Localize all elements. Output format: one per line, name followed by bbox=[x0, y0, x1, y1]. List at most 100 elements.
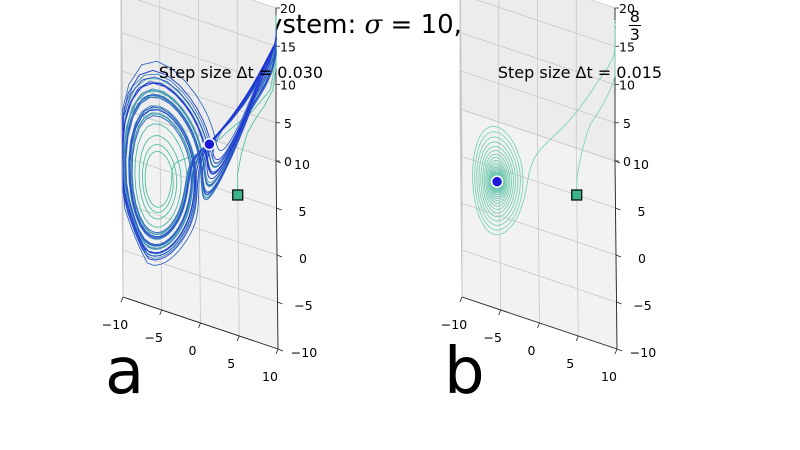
trajectory-segment bbox=[123, 88, 208, 250]
trajectory-segment bbox=[491, 168, 509, 204]
trajectory-segment bbox=[122, 160, 197, 257]
y-tick-label: −5 bbox=[294, 298, 312, 313]
panel-letter: b bbox=[444, 335, 485, 409]
trajectory-segment bbox=[482, 150, 512, 183]
start-point-marker bbox=[571, 189, 583, 201]
x-tick-label: 5 bbox=[227, 356, 235, 371]
trajectory-segment bbox=[128, 106, 195, 239]
trajectory-segment bbox=[134, 123, 182, 228]
trajectory-segment bbox=[486, 160, 504, 201]
beta-denominator: 3 bbox=[629, 25, 640, 44]
end-point-marker bbox=[490, 175, 504, 188]
y-tick-label: −10 bbox=[291, 345, 317, 360]
x-tick-label: 0 bbox=[528, 343, 536, 358]
x-tick-mark bbox=[498, 309, 502, 316]
x-tick-label: −10 bbox=[441, 317, 467, 332]
z-tick-label: 0 bbox=[284, 154, 292, 169]
trajectory-segment bbox=[496, 166, 505, 195]
trajectory-segment bbox=[128, 105, 197, 240]
trajectory-segment bbox=[488, 164, 499, 199]
z-tick-label: 10 bbox=[619, 78, 635, 93]
grid-line bbox=[460, 0, 616, 145]
sigma-value: 10 bbox=[420, 10, 454, 40]
trajectory-segment bbox=[206, 57, 268, 177]
trajectory-segment bbox=[502, 140, 519, 216]
grid-line bbox=[459, 0, 616, 183]
trajectory-segment bbox=[496, 165, 507, 199]
trajectory-segment bbox=[497, 165, 506, 197]
y-tick-mark bbox=[615, 254, 622, 258]
trajectory-segment bbox=[489, 166, 499, 197]
y-tick-mark bbox=[277, 348, 284, 352]
x-tick-label: 5 bbox=[566, 356, 574, 371]
y-tick-label: 10 bbox=[633, 157, 649, 172]
trajectory-segment bbox=[148, 156, 203, 261]
y-tick-mark bbox=[616, 301, 622, 305]
z-tick-label: 10 bbox=[280, 78, 296, 93]
trajectory-segment bbox=[478, 143, 509, 222]
trajectory-segment bbox=[482, 145, 514, 192]
trajectory-segment bbox=[482, 180, 514, 214]
trajectory-segment bbox=[488, 174, 511, 207]
x-tick-mark bbox=[575, 335, 579, 342]
start-point-marker bbox=[232, 189, 244, 201]
grid-line bbox=[459, 0, 616, 162]
trajectory-segment bbox=[487, 162, 502, 201]
trajectory-segment bbox=[494, 170, 503, 191]
x-tick-mark bbox=[236, 335, 240, 342]
trajectory-segment bbox=[144, 150, 174, 208]
trajectory-segment bbox=[129, 135, 217, 238]
x-tick-mark bbox=[614, 348, 618, 355]
x-tick-label: −10 bbox=[102, 317, 128, 332]
trajectory-segment bbox=[131, 115, 190, 234]
trajectory-segment bbox=[122, 82, 231, 202]
trajectory-segment bbox=[472, 125, 524, 186]
trajectory-segment bbox=[474, 131, 518, 221]
y-tick-label: 5 bbox=[299, 204, 307, 219]
beta-numerator: 8 bbox=[628, 7, 641, 26]
x-tick-mark bbox=[198, 322, 201, 329]
sigma-symbol: σ bbox=[364, 10, 383, 40]
grid-line bbox=[121, 0, 277, 145]
trajectory-segment bbox=[485, 157, 507, 200]
grid-line bbox=[120, 0, 277, 162]
trajectory-segment bbox=[483, 153, 510, 194]
y-tick-label: −10 bbox=[630, 345, 656, 360]
trajectory-segment bbox=[483, 184, 524, 231]
x-tick-mark bbox=[275, 348, 279, 355]
z-tick-label: 5 bbox=[623, 116, 631, 131]
x-tick-label: 10 bbox=[601, 369, 617, 384]
x-tick-label: −5 bbox=[145, 330, 163, 345]
trajectory-segment bbox=[498, 158, 521, 226]
x-tick-label: 10 bbox=[262, 369, 278, 384]
y-tick-label: 0 bbox=[299, 251, 307, 266]
y-tick-mark bbox=[615, 207, 621, 211]
trajectory-segment bbox=[141, 60, 265, 152]
subplot-title: Step size Δt = 0.015 bbox=[498, 63, 662, 82]
trajectory-segment bbox=[476, 136, 504, 226]
panel-letter: a bbox=[105, 335, 144, 409]
trajectory-segment bbox=[208, 46, 274, 152]
trajectory-segment bbox=[472, 163, 521, 236]
x-tick-mark bbox=[120, 296, 124, 303]
y-tick-mark bbox=[277, 301, 283, 305]
z-tick-label: 15 bbox=[619, 39, 635, 54]
trajectory-segment bbox=[494, 166, 508, 202]
trajectory-segment bbox=[126, 150, 204, 254]
trajectory-segment bbox=[488, 141, 517, 204]
y-tick-mark bbox=[616, 348, 623, 352]
trajectory-segment bbox=[122, 76, 240, 191]
trajectory-segment bbox=[149, 96, 216, 201]
end-point-marker bbox=[203, 137, 216, 151]
x-tick-label: 0 bbox=[189, 343, 197, 358]
trajectory-segment bbox=[138, 135, 181, 220]
trajectory-segment bbox=[124, 103, 192, 247]
trajectory-segment bbox=[561, 20, 616, 196]
x-tick-label: −5 bbox=[484, 330, 502, 345]
y-tick-mark bbox=[276, 254, 283, 258]
trajectory-segment bbox=[142, 143, 178, 214]
trajectory-segment bbox=[485, 181, 512, 210]
